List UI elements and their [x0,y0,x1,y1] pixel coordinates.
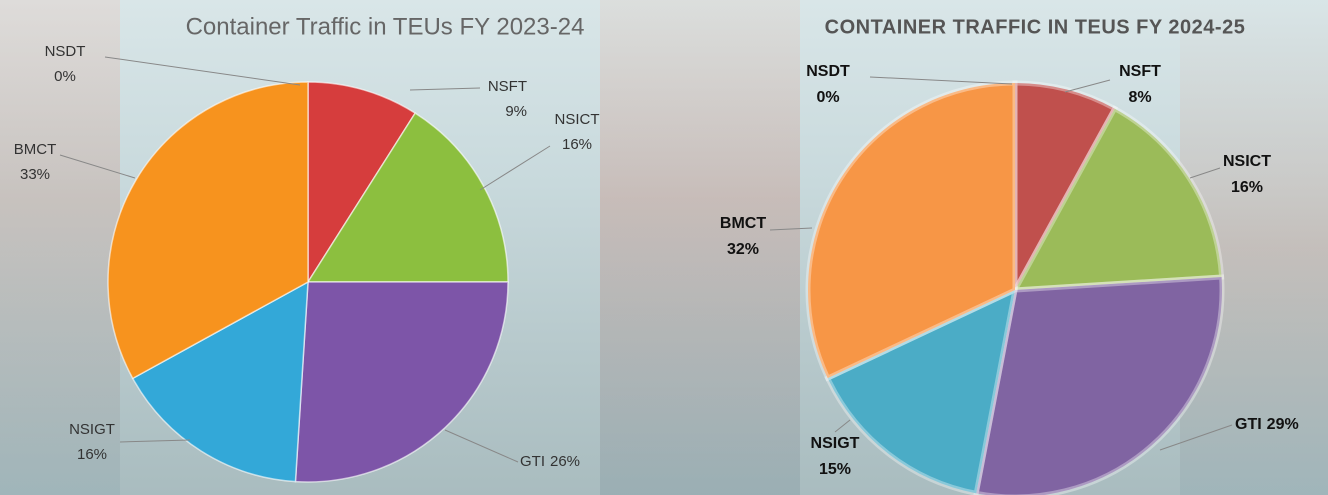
slice-label: NSIGT 16% [69,421,115,463]
slice-label-value: 8% [1128,89,1151,106]
slice-label-category: NSICT [555,111,600,128]
slice-label-value: 15% [819,461,851,478]
charts: Container Traffic in TEUs FY 2023-24 CON… [0,0,1328,495]
slice-label: NSICT 16% [555,111,600,153]
slice-label-value: 33% [20,166,50,183]
slice-label-value: 16% [562,136,592,153]
slice-label-category: NSDT [806,63,850,80]
slice-label: GTI 26% [520,453,580,470]
slice-label: NSFT 8% [1119,63,1161,106]
slice-label: BMCT 32% [720,215,766,258]
leader-line [410,88,480,90]
slice-label: NSDT 0% [45,43,86,85]
slice-label-value: 29% [1267,416,1299,433]
leader-line [445,430,518,462]
leader-line [120,440,190,442]
leader-line [1190,168,1220,178]
slice-label-category: BMCT [14,141,57,158]
slice-label-value: 32% [727,241,759,258]
slice-label-value: 9% [505,103,527,120]
slice-label-category: GTI [520,453,545,470]
slice-label-value: 0% [54,68,76,85]
leader-line [105,57,300,85]
slice-label-category: NSFT [488,78,527,95]
slice-label: BMCT 33% [14,141,57,183]
slice-label: GTI 29% [1235,416,1299,433]
slice-label-category: NSICT [1223,153,1271,170]
leader-line [60,155,135,178]
slice-label: NSFT 9% [488,78,527,120]
slice-label-category: GTI [1235,416,1262,433]
chart-title: Container Traffic in TEUs FY 2023-24 [186,13,585,40]
leader-line [835,420,850,432]
slice-label-value: 0% [816,89,839,106]
slice-label: NSICT 16% [1223,153,1271,196]
slice-label-category: NSDT [45,43,86,60]
slice-label-value: 26% [550,453,580,470]
leader-line [1065,80,1110,92]
slice-label: NSIGT 15% [811,435,860,478]
slice-label: NSDT 0% [806,63,850,106]
slice-label-value: 16% [1231,179,1263,196]
leader-line [770,228,812,230]
leader-line [480,146,550,190]
slice-label-value: 16% [77,446,107,463]
slice-label-category: NSIGT [69,421,115,438]
slice-label-category: BMCT [720,215,766,232]
chart-title: CONTAINER TRAFFIC IN TEUS FY 2024-25 [825,16,1246,38]
slice-label-category: NSFT [1119,63,1161,80]
leader-line [870,77,1012,84]
slice-label-category: NSIGT [811,435,860,452]
page: Container Traffic in TEUs FY 2023-24 CON… [0,0,1328,495]
pie-slice [295,282,508,482]
